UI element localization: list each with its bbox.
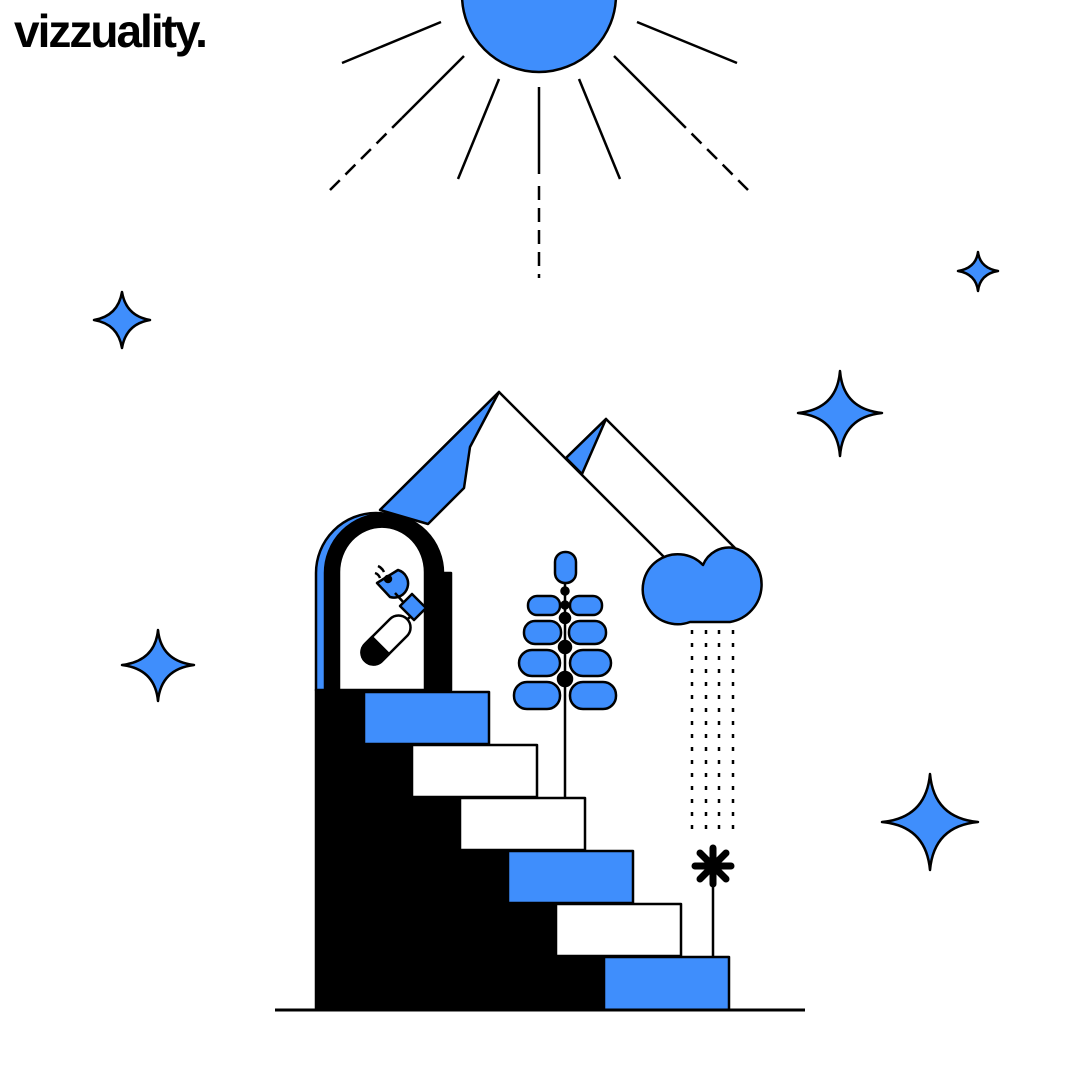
sun-rays [329,20,749,278]
plant-icon [512,550,618,798]
sparkle-star-icon [120,628,196,703]
sun-icon [329,0,749,278]
mountain-icon [378,390,736,566]
sparkle-star-icon [92,290,152,350]
arch-window-icon [314,511,453,692]
sparkle-star-icon [796,369,884,458]
staircase-icon [314,688,731,1012]
sparkle-star-icon [880,772,980,872]
sparkle-star-icon [956,250,1000,293]
flower-icon [691,844,735,957]
rain-icon [690,630,735,832]
cloud-icon [641,546,763,626]
satellite-icon [360,564,428,666]
brand-logo[interactable]: vizzuality. [14,5,208,57]
